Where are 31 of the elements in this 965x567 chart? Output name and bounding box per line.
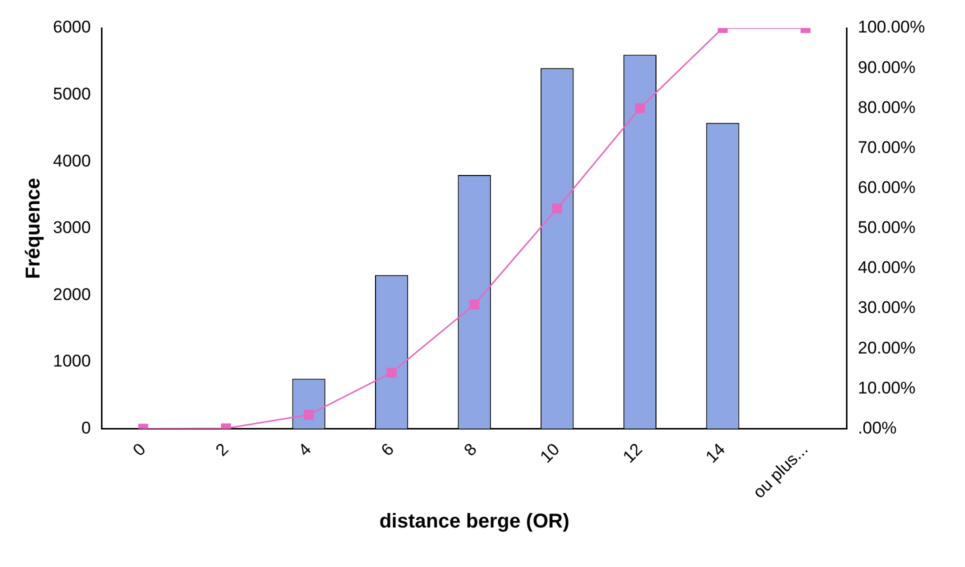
y-tick-label: 0: [81, 418, 91, 438]
x-tick-label: 14: [702, 440, 729, 467]
point: [552, 203, 562, 214]
y2-tick-label: 50.00%: [858, 218, 916, 238]
y-tick-label: 2000: [52, 284, 91, 304]
y2-tick-label: 20.00%: [858, 338, 916, 358]
y-axis-title: Fréquence: [22, 178, 45, 279]
y2-tick-label: 70.00%: [858, 138, 916, 157]
y2-tick-label: 40.00%: [858, 258, 916, 278]
y2-tick-label: 10.00%: [858, 378, 916, 398]
x-tick-label: 6: [378, 440, 398, 460]
y-tick-label: 1000: [52, 352, 91, 371]
x-tick-label: 12: [619, 440, 646, 467]
x-tick-label: 8: [460, 440, 480, 460]
y-tick-label: 5000: [52, 84, 91, 104]
y-tick-label: 4000: [52, 151, 91, 170]
y2-tick-label: 60.00%: [858, 178, 916, 198]
y-tick-label: 3000: [52, 218, 91, 238]
x-tick-label: 10: [536, 440, 564, 467]
y2-tick-label: 100.00%: [858, 18, 926, 37]
y2-tick-label: 80.00%: [858, 98, 916, 117]
point: [469, 300, 480, 310]
y-tick-label: 6000: [52, 18, 91, 37]
x-tick-label: 2: [212, 440, 232, 460]
point: [634, 103, 645, 114]
x-axis-title: distance berge (OR): [379, 510, 570, 533]
y2-tick-label: 90.00%: [858, 58, 916, 77]
x-tick-label: 0: [129, 440, 150, 460]
x-tick-label: 4: [294, 440, 315, 460]
y2-tick-label: .00%: [858, 418, 897, 438]
y2-tick-label: 30.00%: [858, 298, 916, 318]
